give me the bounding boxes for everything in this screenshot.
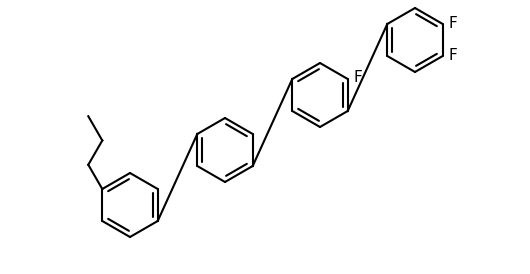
Text: F: F bbox=[354, 70, 363, 84]
Text: F: F bbox=[449, 48, 457, 64]
Text: F: F bbox=[449, 16, 457, 32]
